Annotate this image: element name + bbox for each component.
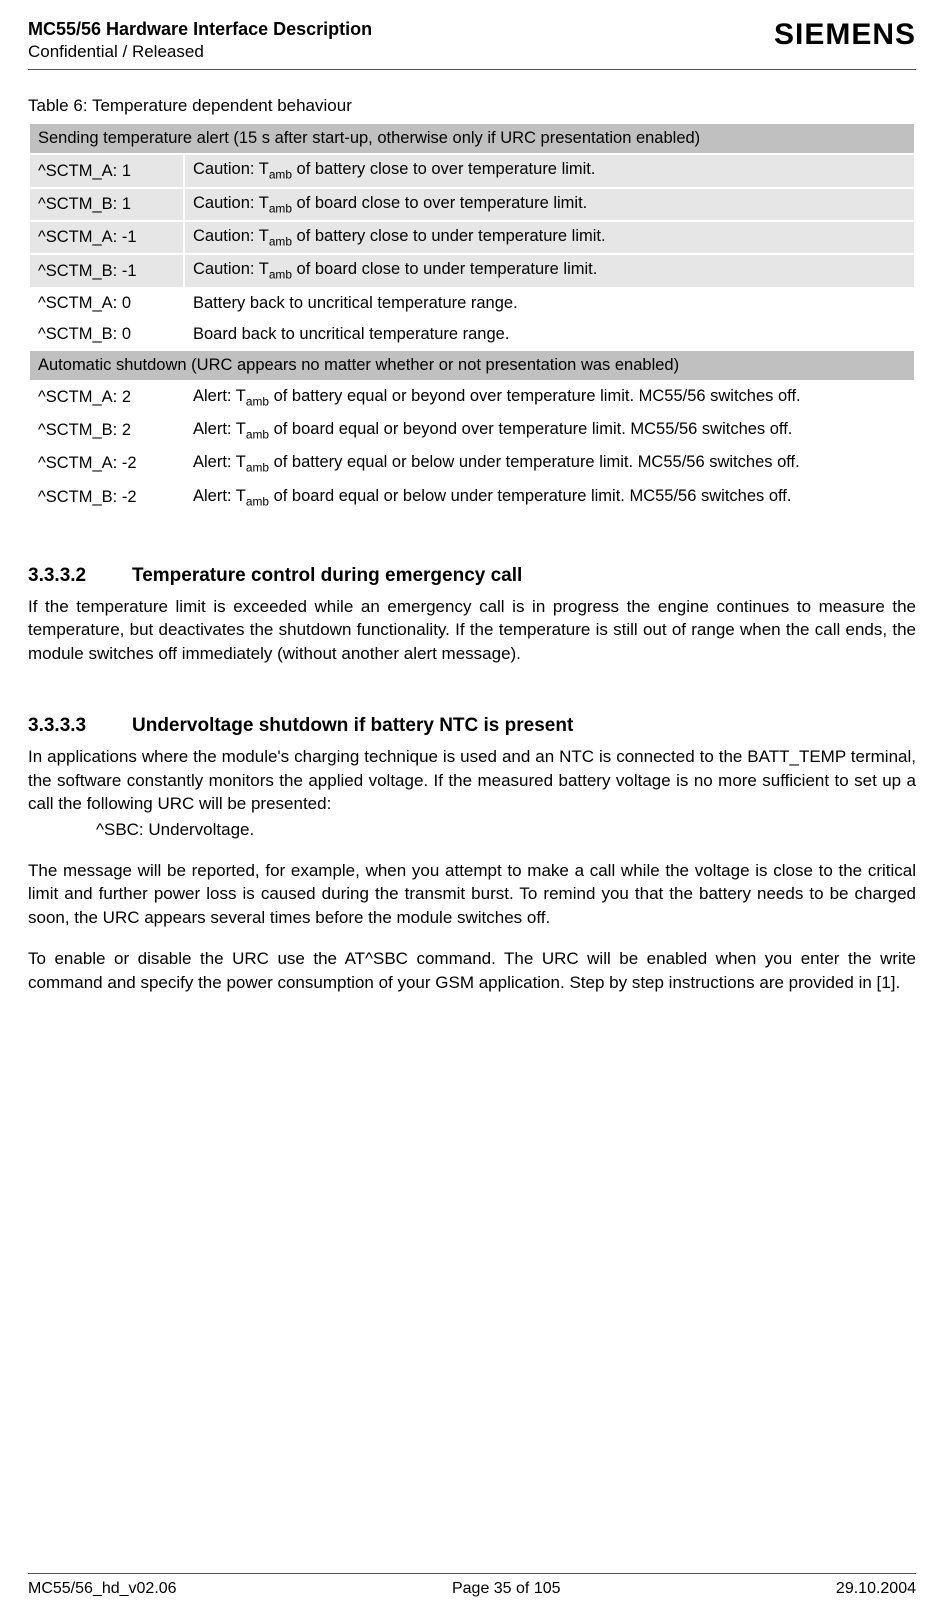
section-header-cell: Automatic shutdown (URC appears no matte… [29,350,915,381]
siemens-logo: SIEMENS [774,18,916,52]
urc-desc: Battery back to uncritical temperature r… [184,288,915,319]
table-caption: Table 6: Temperature dependent behaviour [28,96,916,116]
urc-example-line: ^SBC: Undervoltage. [28,818,916,841]
section-number: 3.3.3.3 [28,715,132,737]
urc-code: ^SCTM_A: -1 [29,221,184,254]
urc-desc: Alert: Tamb of battery equal or beyond o… [184,381,915,414]
footer-doc-id: MC55/56_hd_v02.06 [28,1580,177,1598]
table-row: ^SCTM_A: 1 Caution: Tamb of battery clos… [29,154,915,187]
table-row: ^SCTM_B: 0 Board back to uncritical temp… [29,319,915,350]
table-section-header: Sending temperature alert (15 s after st… [29,123,915,154]
table-row: ^SCTM_A: 2 Alert: Tamb of battery equal … [29,381,915,414]
urc-code: ^SCTM_B: 1 [29,188,184,221]
doc-title: MC55/56 Hardware Interface Description [28,18,372,41]
doc-status: Confidential / Released [28,41,372,63]
urc-code: ^SCTM_B: -1 [29,254,184,287]
section-number: 3.3.3.2 [28,565,132,587]
urc-desc: Caution: Tamb of battery close to over t… [184,154,915,187]
urc-desc: Caution: Tamb of board close to over tem… [184,188,915,221]
section-heading: 3.3.3.3Undervoltage shutdown if battery … [28,715,916,737]
urc-desc: Caution: Tamb of board close to under te… [184,254,915,287]
table-row: ^SCTM_B: 1 Caution: Tamb of board close … [29,188,915,221]
section-body: If the temperature limit is exceeded whi… [28,595,916,665]
header-rule [28,69,916,70]
table-row: ^SCTM_A: 0 Battery back to uncritical te… [29,288,915,319]
urc-desc: Board back to uncritical temperature ran… [184,319,915,350]
urc-desc: Alert: Tamb of board equal or beyond ove… [184,414,915,447]
urc-desc: Alert: Tamb of board equal or below unde… [184,481,915,514]
table-row: ^SCTM_B: -1 Caution: Tamb of board close… [29,254,915,287]
table-row: ^SCTM_B: 2 Alert: Tamb of board equal or… [29,414,915,447]
urc-code: ^SCTM_B: 2 [29,414,184,447]
table-row: ^SCTM_B: -2 Alert: Tamb of board equal o… [29,481,915,514]
page-footer: MC55/56_hd_v02.06 Page 35 of 105 29.10.2… [28,1573,916,1598]
footer-page-number: Page 35 of 105 [452,1580,561,1598]
page-header: MC55/56 Hardware Interface Description C… [28,18,916,63]
urc-code: ^SCTM_A: 1 [29,154,184,187]
section-body: To enable or disable the URC use the AT^… [28,947,916,994]
urc-desc: Caution: Tamb of battery close to under … [184,221,915,254]
temperature-behaviour-table: Sending temperature alert (15 s after st… [28,122,916,514]
page-content: Table 6: Temperature dependent behaviour… [28,96,916,1543]
section-title: Temperature control during emergency cal… [132,565,522,586]
section-body: In applications where the module's charg… [28,745,916,815]
urc-code: ^SCTM_B: -2 [29,481,184,514]
urc-desc: Alert: Tamb of battery equal or below un… [184,447,915,480]
section-header-cell: Sending temperature alert (15 s after st… [29,123,915,154]
header-left: MC55/56 Hardware Interface Description C… [28,18,372,63]
table-row: ^SCTM_A: -1 Caution: Tamb of battery clo… [29,221,915,254]
urc-code: ^SCTM_B: 0 [29,319,184,350]
urc-code: ^SCTM_A: 0 [29,288,184,319]
urc-code: ^SCTM_A: 2 [29,381,184,414]
footer-date: 29.10.2004 [836,1580,916,1598]
section-heading: 3.3.3.2Temperature control during emerge… [28,565,916,587]
table-row: ^SCTM_A: -2 Alert: Tamb of battery equal… [29,447,915,480]
table-section-header: Automatic shutdown (URC appears no matte… [29,350,915,381]
section-body: The message will be reported, for exampl… [28,859,916,929]
urc-code: ^SCTM_A: -2 [29,447,184,480]
section-title: Undervoltage shutdown if battery NTC is … [132,715,573,736]
